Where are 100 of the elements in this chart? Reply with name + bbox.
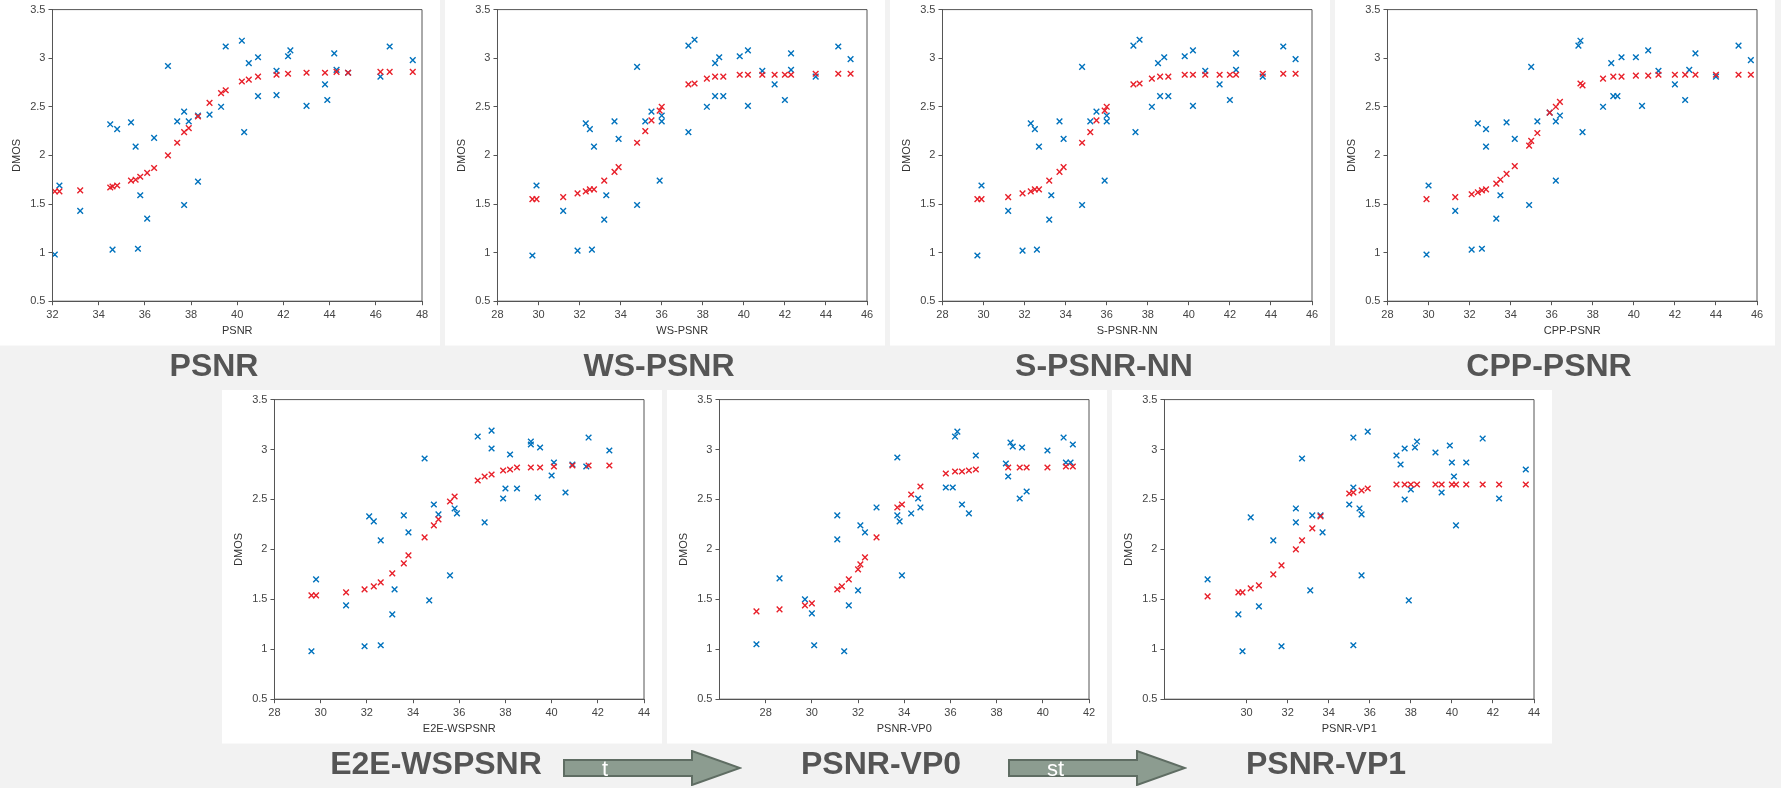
x-tick-label: 44 (637, 705, 651, 718)
x-tick-label: 38 (1141, 307, 1154, 320)
x-tick-label: 38 (1404, 705, 1417, 718)
x-tick-label: 34 (614, 307, 627, 320)
text: PSNR-VP0 (800, 744, 962, 781)
x-tick-label: 40 (231, 307, 244, 320)
x-tick-label: 42 (277, 307, 290, 320)
x-tick-label: 34 (1059, 307, 1072, 320)
x-tick-label: 38 (1586, 307, 1599, 320)
y-tick-label: 0.5 (1142, 692, 1158, 705)
y-tick-label: 1.5 (475, 197, 491, 210)
y-tick-label: 1 (1374, 245, 1381, 258)
x-tick-label: 40 (737, 307, 750, 320)
y-tick-label: 3 (929, 51, 936, 64)
x-tick-label: 44 (819, 307, 833, 320)
x-tick-label: 38 (990, 705, 1003, 718)
x-tick-label: 38 (499, 705, 512, 718)
y-tick-label: 2.5 (1142, 492, 1158, 505)
y-tick-label: 3 (706, 442, 713, 455)
x-tick-label: 30 (1422, 307, 1435, 320)
y-tick-label: 3 (1374, 51, 1381, 64)
x-tick-label: 34 (92, 307, 105, 320)
x-tick-label: 30 (314, 705, 327, 718)
x-tick-label: 46 (1305, 307, 1319, 320)
y-tick-label: 2.5 (920, 99, 936, 112)
y-tick-label: 0.5 (697, 692, 713, 705)
x-tick-label: 34 (898, 705, 911, 718)
x-tick-label: 38 (696, 307, 709, 320)
y-tick-label: 1.5 (30, 197, 46, 210)
y-axis-title: DMOS (231, 532, 244, 566)
x-axis-title: WS-PSNR (656, 324, 709, 337)
x-tick-label: 36 (453, 705, 466, 718)
y-axis-title: DMOS (899, 138, 912, 172)
y-tick-label: 2.5 (475, 99, 491, 112)
x-tick-label: 30 (805, 705, 818, 718)
x-tick-label: 40 (1627, 307, 1640, 320)
y-tick-label: 0.5 (252, 692, 268, 705)
x-tick-label: 42 (591, 705, 604, 718)
y-tick-label: 2 (484, 148, 491, 161)
y-tick-label: 2.5 (252, 492, 268, 505)
x-tick-label: 40 (545, 705, 558, 718)
y-tick-label: 3.5 (920, 2, 936, 15)
text: PSNR-VP1 (1245, 744, 1407, 781)
x-tick-label: 32 (1281, 705, 1294, 718)
y-tick-label: 1 (484, 245, 491, 258)
x-tick-label: 34 (1322, 705, 1335, 718)
x-tick-label: 46 (860, 307, 874, 320)
y-tick-label: 3.5 (30, 2, 46, 15)
x-tick-label: 42 (1668, 307, 1682, 320)
x-tick-label: 30 (977, 307, 990, 320)
arrow-icon: t (562, 750, 742, 786)
x-axis-title: E2E-WSPSNR (422, 722, 496, 735)
x-tick-label: 36 (944, 705, 957, 718)
x-tick-label: 42 (1223, 307, 1237, 320)
x-tick-label: 42 (1486, 705, 1500, 718)
y-axis-title: DMOS (9, 138, 22, 172)
y-tick-label: 2.5 (1365, 99, 1381, 112)
x-tick-label: 42 (778, 307, 792, 320)
x-tick-label: 44 (323, 307, 336, 320)
y-tick-label: 2 (929, 148, 936, 161)
x-tick-label: 36 (1545, 307, 1558, 320)
x-tick-label: 32 (573, 307, 586, 320)
y-axis-title: DMOS (454, 138, 467, 172)
x-tick-label: 44 (1527, 705, 1541, 718)
y-tick-label: 2.5 (30, 99, 46, 112)
text: PSNR (169, 346, 259, 383)
x-tick-label: 36 (1100, 307, 1113, 320)
x-tick-label: 28 (268, 705, 281, 718)
x-tick-label: 46 (369, 307, 382, 320)
y-tick-label: 2 (261, 542, 268, 555)
y-tick-label: 3.5 (1365, 2, 1381, 15)
x-tick-label: 32 (851, 705, 865, 718)
x-tick-label: 36 (138, 307, 151, 320)
y-tick-label: 2 (1151, 542, 1158, 555)
x-tick-label: 32 (46, 307, 59, 320)
y-tick-label: 2 (706, 542, 713, 555)
x-tick-label: 36 (1363, 705, 1376, 718)
y-tick-label: 0.5 (30, 294, 46, 307)
y-tick-label: 2 (1374, 148, 1381, 161)
x-tick-label: 34 (406, 705, 420, 718)
x-tick-label: 42 (1082, 705, 1096, 718)
y-tick-label: 3.5 (1142, 392, 1158, 405)
x-axis-title: PSNR-VP1 (1321, 722, 1377, 735)
x-tick-label: 32 (360, 705, 373, 718)
y-tick-label: 1 (706, 642, 713, 655)
y-tick-label: 3 (261, 442, 268, 455)
x-tick-label: 28 (491, 307, 504, 320)
arrow-icon: st (1007, 750, 1187, 786)
x-tick-label: 44 (1264, 307, 1278, 320)
y-tick-label: 3.5 (697, 392, 713, 405)
x-tick-label: 46 (1750, 307, 1764, 320)
y-axis-title: DMOS (1121, 532, 1134, 566)
y-tick-label: 0.5 (920, 294, 936, 307)
x-tick-label: 28 (759, 705, 772, 718)
x-tick-label: 40 (1445, 705, 1459, 718)
x-tick-label: 28 (936, 307, 949, 320)
y-tick-label: 1 (261, 642, 268, 655)
x-tick-label: 28 (1381, 307, 1394, 320)
x-tick-label: 32 (1463, 307, 1476, 320)
y-axis-title: DMOS (1344, 138, 1357, 172)
